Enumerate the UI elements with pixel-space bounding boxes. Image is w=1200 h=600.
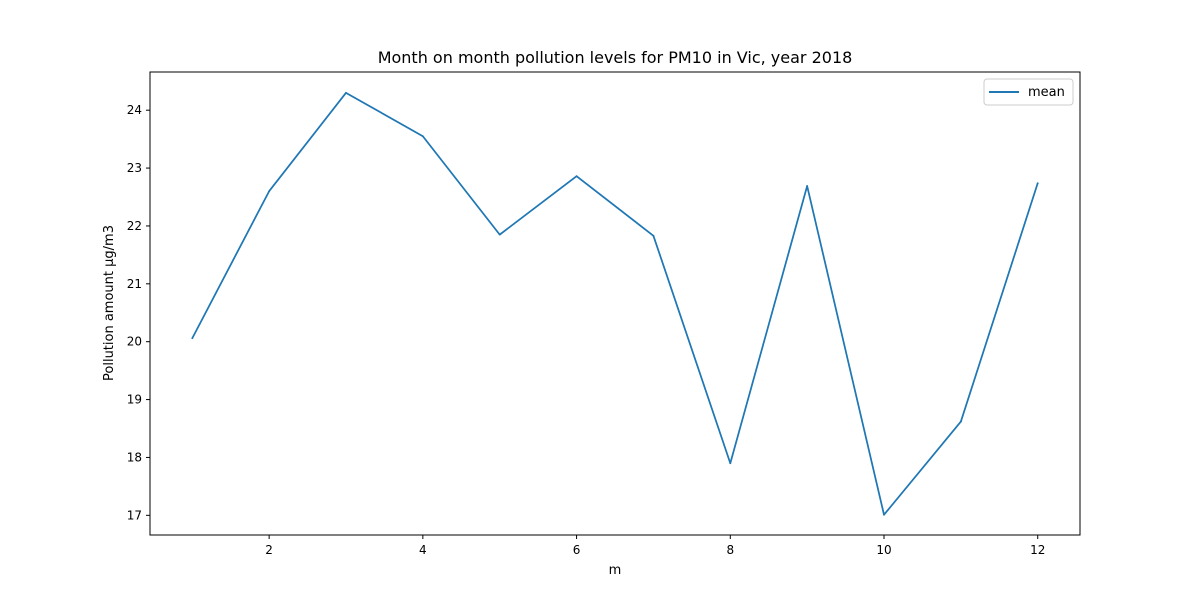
data-point bbox=[575, 175, 578, 178]
data-point bbox=[883, 513, 885, 516]
legend-box bbox=[983, 78, 1074, 106]
data-point bbox=[652, 234, 655, 237]
x-tick-label: 10 bbox=[876, 543, 891, 557]
plot-area bbox=[191, 91, 1039, 516]
y-tick-label: 24 bbox=[127, 103, 142, 117]
x-axis-label: m bbox=[609, 563, 622, 578]
data-point bbox=[345, 91, 347, 94]
data-point bbox=[959, 420, 962, 423]
legend: mean bbox=[983, 78, 1074, 106]
legend-label-mean: mean bbox=[1028, 85, 1065, 100]
x-tick-label: 4 bbox=[419, 543, 427, 557]
y-tick-label: 17 bbox=[127, 508, 142, 522]
y-tick-label: 20 bbox=[127, 335, 142, 349]
data-point bbox=[421, 135, 424, 138]
y-tick-label: 21 bbox=[127, 277, 142, 291]
y-axis: 17 18 19 20 21 22 23 24 bbox=[127, 103, 150, 522]
x-tick-label: 2 bbox=[265, 543, 273, 557]
x-tick-label: 12 bbox=[1030, 543, 1045, 557]
series-line-mean bbox=[191, 91, 1039, 516]
data-point bbox=[1036, 182, 1039, 185]
y-tick-label: 19 bbox=[127, 393, 142, 407]
data-point bbox=[806, 185, 809, 187]
data-point bbox=[268, 190, 271, 193]
plot-frame bbox=[149, 71, 1081, 536]
chart-title: Month on month pollution levels for PM10… bbox=[378, 48, 853, 67]
x-tick-label: 8 bbox=[726, 543, 734, 557]
data-point bbox=[729, 462, 732, 465]
y-tick-label: 23 bbox=[127, 161, 142, 175]
x-tick-label: 6 bbox=[573, 543, 581, 557]
y-tick-label: 22 bbox=[127, 219, 142, 233]
data-point bbox=[191, 337, 194, 340]
x-axis: 2 4 6 8 10 12 bbox=[265, 535, 1045, 557]
y-tick-label: 18 bbox=[127, 450, 142, 464]
data-point bbox=[498, 233, 501, 236]
y-axis-label: Pollution amount μg/m3 bbox=[102, 225, 117, 381]
